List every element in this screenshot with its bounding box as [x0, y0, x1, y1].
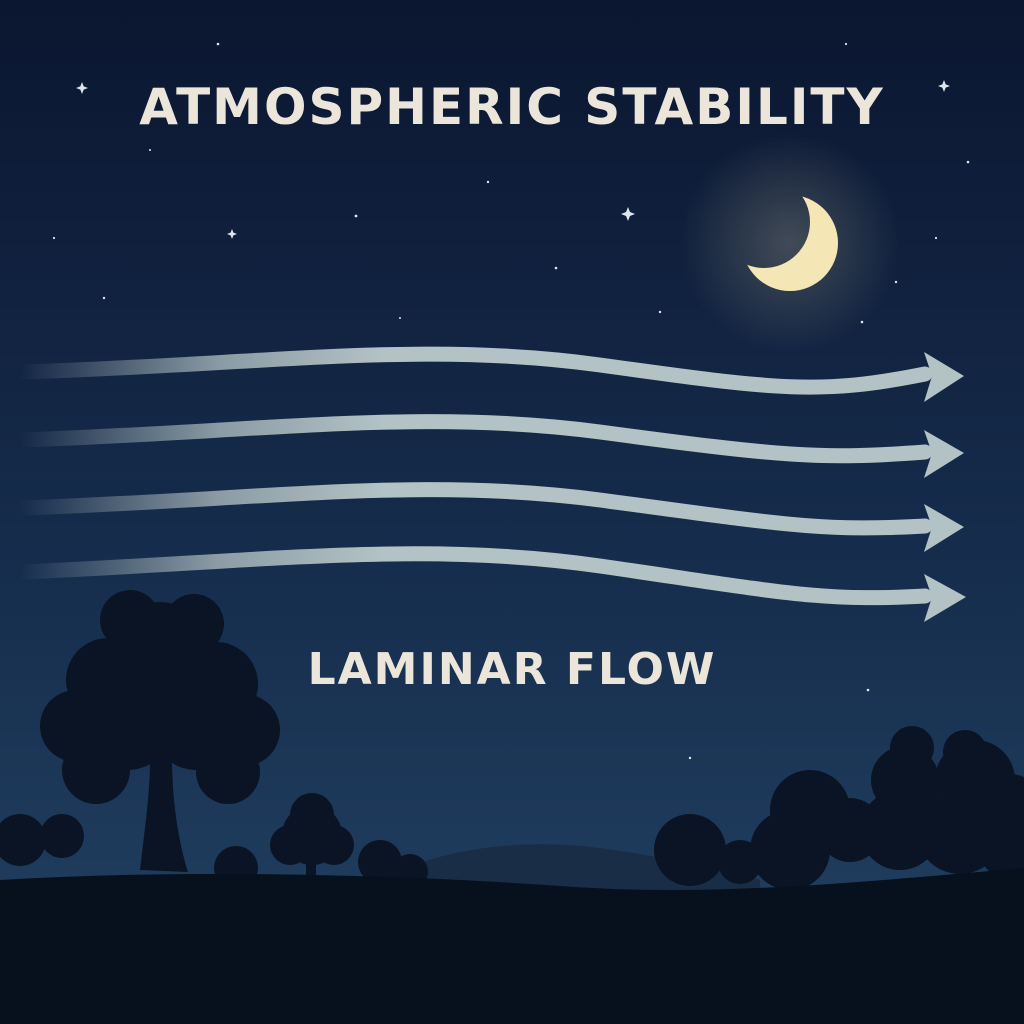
- star-icon: [688, 756, 692, 760]
- flow-arrow-2: [12, 414, 964, 478]
- crescent-moon-icon: [680, 133, 900, 353]
- star-icon: [719, 119, 721, 121]
- star-icon: [658, 310, 662, 314]
- ground: [0, 868, 1024, 1024]
- star-icon: [938, 80, 950, 92]
- star-icon: [934, 236, 938, 240]
- large-tree: [40, 590, 280, 872]
- arrow-right-icon: [924, 430, 964, 478]
- star-icon: [866, 688, 870, 692]
- star-icon: [894, 280, 898, 284]
- star-icon: [966, 160, 970, 164]
- flow-arrow-1: [12, 346, 964, 402]
- flow-label: LAMINAR FLOW: [307, 644, 717, 695]
- star-icon: [554, 266, 558, 270]
- star-icon: [844, 42, 848, 46]
- right-tree-cluster: [654, 726, 1024, 890]
- arrow-right-icon: [924, 352, 964, 402]
- star-icon: [354, 214, 358, 218]
- diagram-title: ATMOSPHERIC STABILITY: [139, 78, 885, 136]
- star-icon: [621, 207, 635, 221]
- star-icon: [486, 180, 490, 184]
- flow-arrow-4: [12, 546, 966, 622]
- arrow-right-icon: [924, 504, 964, 552]
- flow-arrow-3: [12, 482, 964, 552]
- laminar-flow-arrows: [12, 346, 966, 622]
- star-icon: [102, 296, 106, 300]
- star-icon: [52, 236, 56, 240]
- tree-silhouette-icon: [0, 590, 1024, 890]
- star-icon: [216, 42, 220, 46]
- star-icon: [399, 317, 401, 319]
- star-icon: [227, 229, 237, 239]
- star-icon: [149, 149, 151, 151]
- star-icon: [76, 82, 88, 94]
- arrow-right-icon: [924, 574, 966, 622]
- small-tree: [270, 793, 354, 890]
